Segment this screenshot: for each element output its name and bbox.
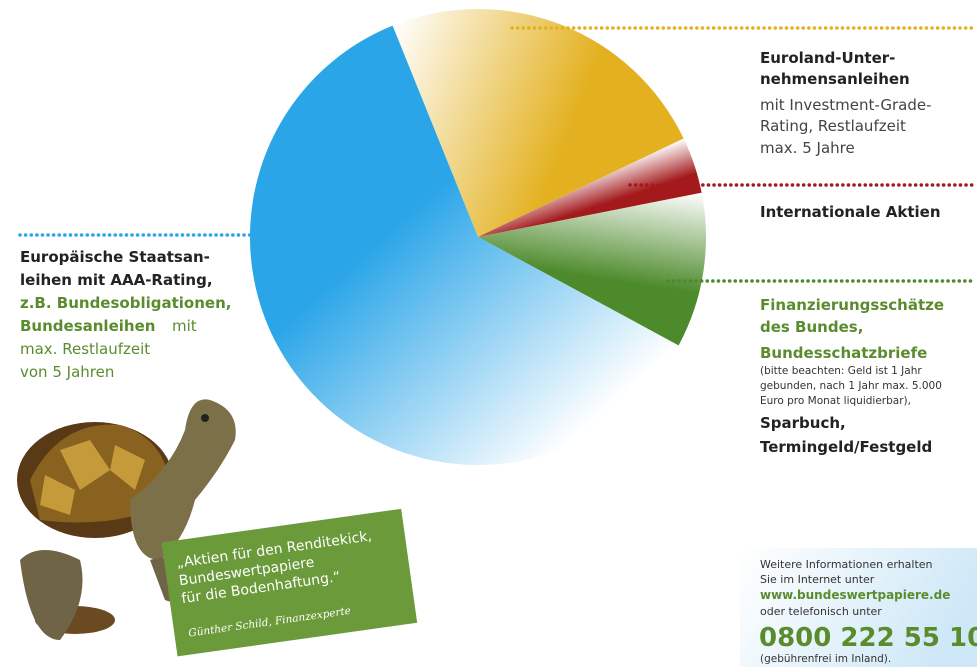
label: (bitte beachten: Geld ist 1 Jahr bbox=[760, 365, 922, 377]
label: Bundesschatzbriefe bbox=[760, 344, 927, 362]
pie-slice bbox=[392, 9, 684, 238]
label: des Bundes, bbox=[760, 318, 863, 336]
pie-slice bbox=[478, 138, 702, 237]
info-line: Weitere Informationen erhalten bbox=[760, 558, 933, 571]
pie bbox=[249, 9, 706, 466]
info-line: (gebührenfrei im Inland). bbox=[760, 653, 891, 665]
label: leihen mit AAA-Rating, bbox=[20, 271, 213, 289]
tortoise bbox=[17, 399, 236, 640]
label: gebunden, nach 1 Jahr max. 5.000 bbox=[760, 380, 942, 392]
pie-slice bbox=[478, 192, 706, 346]
label: max. 5 Jahre bbox=[760, 139, 855, 157]
label: von 5 Jahren bbox=[20, 363, 114, 381]
quote-background bbox=[161, 508, 418, 657]
pie-slice bbox=[249, 25, 679, 466]
label: Termingeld/Festgeld bbox=[760, 438, 932, 456]
label: Euroland-Unter- bbox=[760, 49, 895, 67]
label: Sparbuch, bbox=[760, 414, 846, 432]
label: Europäische Staatsan- bbox=[20, 248, 210, 266]
label: Euro pro Monat liquidierbar), bbox=[760, 395, 911, 407]
label: nehmensanleihen bbox=[760, 70, 910, 88]
label: max. Restlaufzeit bbox=[20, 340, 150, 358]
label: mit bbox=[172, 317, 197, 335]
info-url: www.bundeswertpapiere.de bbox=[760, 588, 950, 602]
quote-box: „Aktien für den Renditekick, Bundeswertp… bbox=[161, 508, 418, 657]
info-background bbox=[740, 548, 977, 667]
info-line: Sie im Internet unter bbox=[760, 573, 875, 586]
info-line: oder telefonisch unter bbox=[760, 605, 882, 618]
info-phone: 0800 222 55 10 bbox=[759, 623, 977, 653]
label: Internationale Aktien bbox=[760, 203, 941, 221]
label: Finanzierungsschätze bbox=[760, 296, 944, 314]
label: Rating, Restlaufzeit bbox=[760, 117, 906, 135]
label: mit Investment-Grade- bbox=[760, 96, 932, 114]
label: z.B. Bundesobligationen, bbox=[20, 294, 231, 312]
label: Bundesanleihen bbox=[20, 317, 155, 335]
